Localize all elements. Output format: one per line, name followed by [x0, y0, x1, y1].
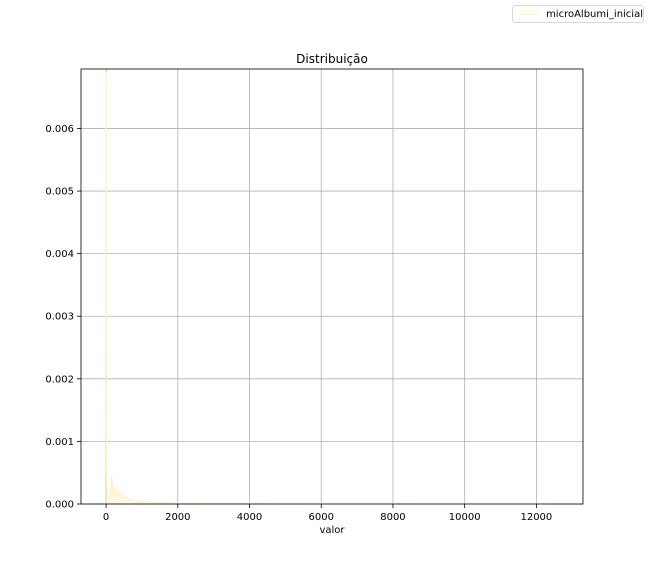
- series-layer: [105, 72, 555, 505]
- x-tick-label: 10000: [449, 512, 481, 523]
- y-tick-label: 0.000: [45, 500, 74, 511]
- x-tick-label: 0: [103, 512, 109, 523]
- series-line: [105, 72, 555, 505]
- y-tick-label: 0.004: [45, 249, 74, 260]
- x-tick-label: 8000: [380, 512, 405, 523]
- x-tick-label: 4000: [237, 512, 262, 523]
- plot-frame: [80, 68, 584, 505]
- y-tick-label: 0.002: [45, 374, 74, 385]
- y-tick-label: 0.001: [45, 437, 74, 448]
- y-tick-label: 0.006: [45, 124, 74, 135]
- axis-ticks: 0 2000 4000 6000 8000 10000 12000 0.000 0.001 0.0…: [45, 124, 552, 523]
- x-tick-label: 6000: [309, 512, 334, 523]
- grid-lines: [81, 69, 583, 505]
- y-tick-label: 0.003: [45, 312, 74, 323]
- legend-swatch: [519, 13, 539, 15]
- legend-label: microAlbumi_inicial: [546, 8, 643, 20]
- y-tick-label: 0.005: [45, 187, 74, 198]
- x-tick-label: 12000: [520, 512, 552, 523]
- legend: microAlbumi_inicial: [512, 5, 644, 23]
- x-tick-label: 2000: [165, 512, 190, 523]
- chart-title: Distribuição: [296, 52, 368, 66]
- series-area: [106, 72, 555, 504]
- x-axis-label: valor: [319, 525, 345, 536]
